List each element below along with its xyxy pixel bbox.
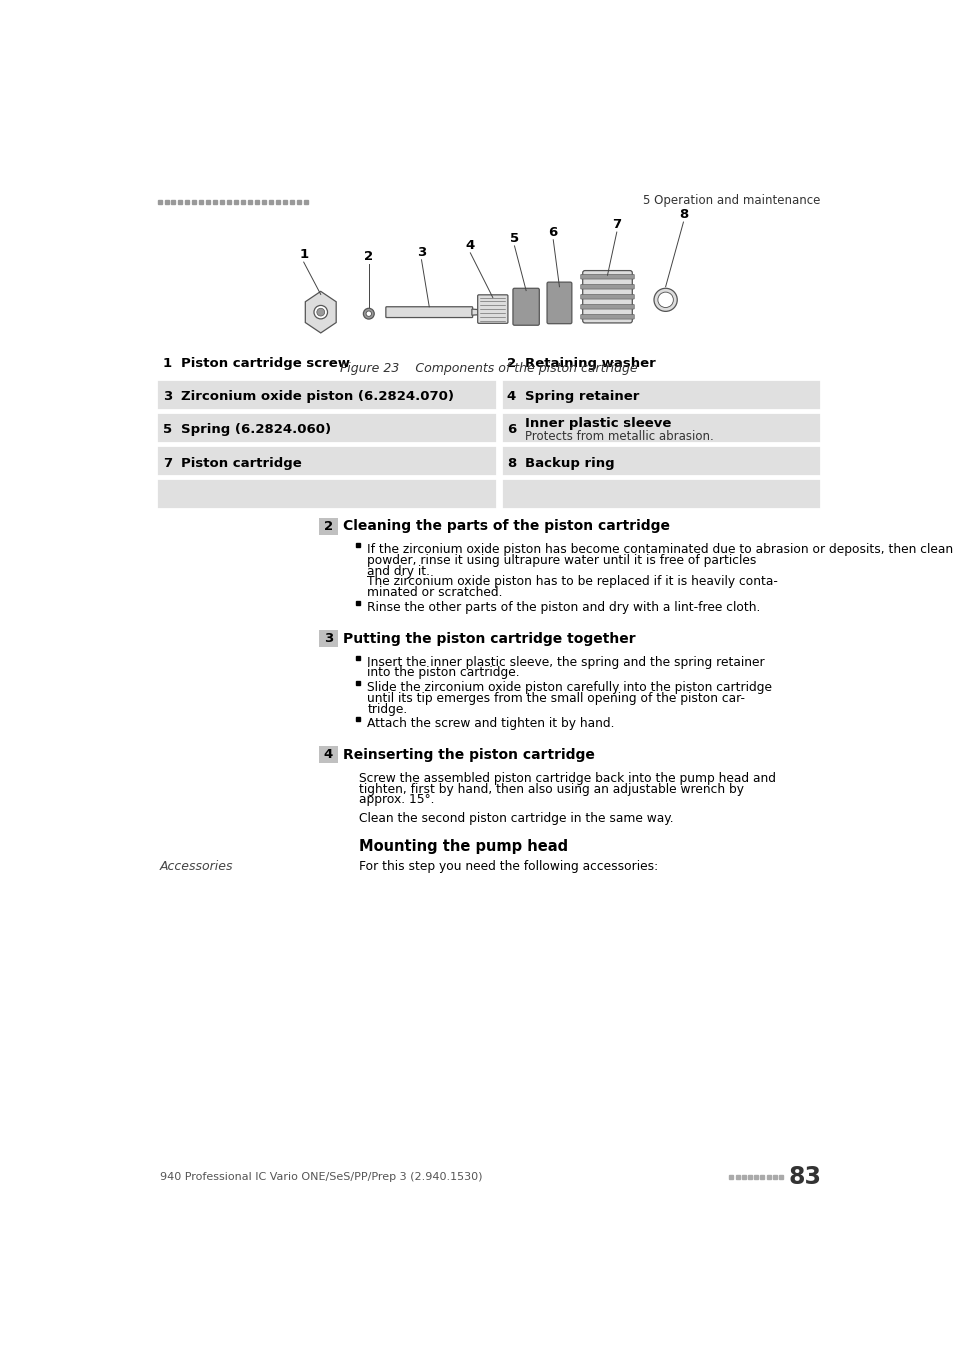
Text: Retaining washer: Retaining washer [525, 358, 656, 370]
Text: 6: 6 [548, 225, 558, 239]
Text: Inner plastic sleeve: Inner plastic sleeve [525, 417, 671, 431]
FancyBboxPatch shape [477, 294, 507, 323]
Bar [156, 478, 497, 509]
Text: Reinserting the piston cartridge: Reinserting the piston cartridge [343, 748, 595, 761]
Bar [156, 446, 497, 477]
Text: Accessories: Accessories [159, 860, 233, 873]
Text: and dry it.: and dry it. [367, 564, 430, 578]
Text: For this step you need the following accessories:: For this step you need the following acc… [359, 860, 658, 873]
Text: Spring (6.2824.060): Spring (6.2824.060) [181, 424, 331, 436]
Text: 940 Professional IC Vario ONE/SeS/PP/Prep 3 (2.940.1530): 940 Professional IC Vario ONE/SeS/PP/Pre… [159, 1172, 481, 1181]
Text: 8: 8 [506, 456, 516, 470]
Circle shape [658, 292, 673, 308]
Text: tridge.: tridge. [367, 702, 407, 716]
Text: 83: 83 [787, 1165, 821, 1189]
FancyBboxPatch shape [580, 315, 634, 319]
Text: 2: 2 [364, 250, 373, 263]
Text: Rinse the other parts of the piston and dry with a lint-free cloth.: Rinse the other parts of the piston and … [367, 601, 760, 614]
Text: 5: 5 [510, 232, 518, 244]
Text: If the zirconium oxide piston has become contaminated due to abrasion or deposit: If the zirconium oxide piston has become… [367, 543, 953, 556]
Circle shape [654, 289, 677, 312]
Text: Attach the screw and tighten it by hand.: Attach the screw and tighten it by hand. [367, 717, 614, 730]
FancyBboxPatch shape [385, 306, 472, 317]
Text: Protects from metallic abrasion.: Protects from metallic abrasion. [525, 431, 714, 443]
FancyBboxPatch shape [580, 285, 634, 289]
Text: tighten, first by hand, then also using an adjustable wrench by: tighten, first by hand, then also using … [359, 783, 743, 795]
Text: 3: 3 [163, 390, 172, 404]
Text: 4: 4 [506, 390, 516, 404]
Text: Backup ring: Backup ring [525, 456, 615, 470]
FancyBboxPatch shape [580, 305, 634, 309]
Text: Clean the second piston cartridge in the same way.: Clean the second piston cartridge in the… [359, 811, 674, 825]
Text: Piston cartridge screw: Piston cartridge screw [181, 358, 350, 370]
Text: 1: 1 [163, 358, 172, 370]
Text: approx. 15°.: approx. 15°. [359, 794, 435, 806]
FancyBboxPatch shape [580, 294, 634, 300]
Text: Mounting the pump head: Mounting the pump head [359, 838, 568, 853]
Text: Putting the piston cartridge together: Putting the piston cartridge together [343, 632, 636, 645]
Text: 4: 4 [323, 748, 333, 761]
Text: powder, rinse it using ultrapure water until it is free of particles: powder, rinse it using ultrapure water u… [367, 554, 756, 567]
Text: Spring retainer: Spring retainer [525, 390, 639, 404]
Text: Figure 23    Components of the piston cartridge: Figure 23 Components of the piston cartr… [340, 362, 637, 375]
Text: 8: 8 [679, 208, 687, 221]
Text: until its tip emerges from the small opening of the piston car-: until its tip emerges from the small ope… [367, 691, 744, 705]
FancyBboxPatch shape [582, 270, 632, 323]
Bar [156, 412, 497, 443]
Text: Cleaning the parts of the piston cartridge: Cleaning the parts of the piston cartrid… [343, 520, 670, 533]
Bar [319, 747, 337, 763]
Text: 6: 6 [506, 424, 516, 436]
Bar [500, 478, 821, 509]
Circle shape [363, 308, 374, 319]
Text: 4: 4 [465, 239, 475, 251]
Polygon shape [305, 292, 335, 333]
Bar [156, 379, 497, 410]
Text: 3: 3 [323, 632, 333, 645]
Circle shape [366, 310, 371, 316]
FancyBboxPatch shape [513, 289, 538, 325]
Text: Insert the inner plastic sleeve, the spring and the spring retainer: Insert the inner plastic sleeve, the spr… [367, 656, 764, 668]
Text: 2: 2 [506, 358, 516, 370]
Text: 7: 7 [163, 456, 172, 470]
Text: Slide the zirconium oxide piston carefully into the piston cartridge: Slide the zirconium oxide piston careful… [367, 680, 771, 694]
Text: Piston cartridge: Piston cartridge [181, 456, 302, 470]
Text: 7: 7 [612, 217, 620, 231]
Bar [319, 518, 337, 535]
Bar [319, 630, 337, 647]
FancyBboxPatch shape [580, 274, 634, 279]
Text: Zirconium oxide piston (6.2824.070): Zirconium oxide piston (6.2824.070) [181, 390, 454, 404]
Text: The zirconium oxide piston has to be replaced if it is heavily conta-: The zirconium oxide piston has to be rep… [367, 575, 778, 589]
Text: 1: 1 [299, 248, 308, 261]
Text: into the piston cartridge.: into the piston cartridge. [367, 667, 519, 679]
Text: 3: 3 [416, 246, 426, 259]
Bar [500, 412, 821, 443]
Bar [500, 446, 821, 477]
Polygon shape [472, 309, 487, 316]
Circle shape [314, 305, 327, 319]
Text: minated or scratched.: minated or scratched. [367, 586, 502, 599]
FancyBboxPatch shape [546, 282, 571, 324]
Text: 2: 2 [324, 520, 333, 533]
Text: Screw the assembled piston cartridge back into the pump head and: Screw the assembled piston cartridge bac… [359, 772, 776, 784]
Circle shape [316, 308, 324, 316]
Text: 5 Operation and maintenance: 5 Operation and maintenance [642, 194, 820, 207]
Text: 5: 5 [163, 424, 172, 436]
Bar [500, 379, 821, 410]
